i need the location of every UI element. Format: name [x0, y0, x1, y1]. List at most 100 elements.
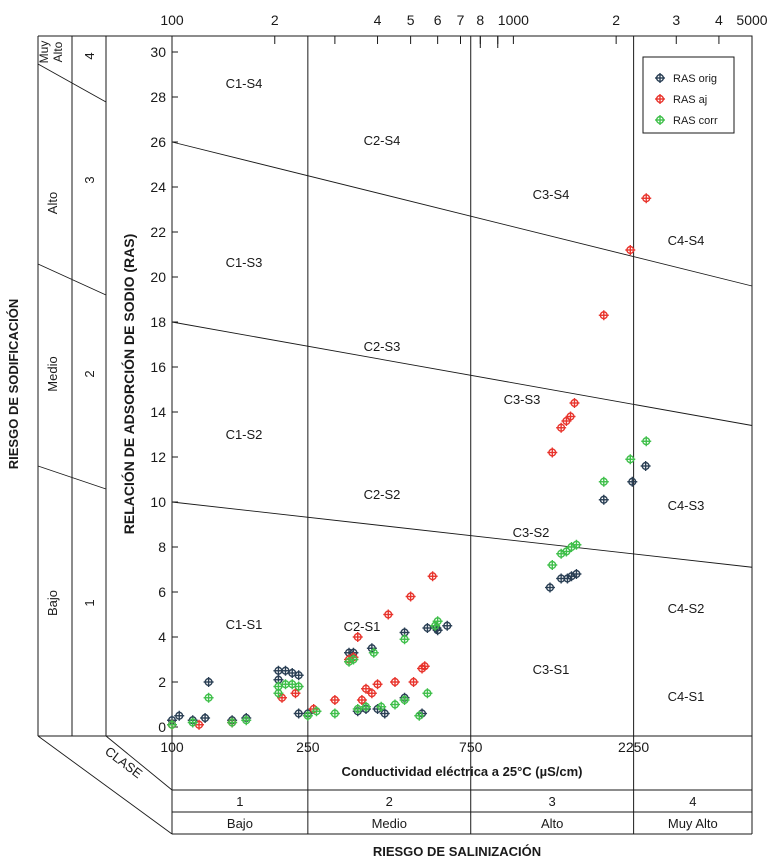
- zone-label: C3-S3: [504, 392, 541, 407]
- data-point-ras-corr: [167, 719, 177, 730]
- zone-label: C2-S4: [364, 133, 401, 148]
- salinity-class-name: Bajo: [227, 816, 253, 831]
- data-point-ras-aj: [556, 422, 567, 433]
- data-point-ras-aj: [383, 609, 394, 620]
- y-tick-label: 20: [150, 269, 166, 285]
- data-point-ras-corr: [203, 692, 214, 703]
- data-point-ras-aj: [641, 193, 652, 204]
- y-axis-title: RELACIÓN DE ADSORCIÓN DE SODIO (RAS): [120, 234, 137, 535]
- data-point-ras-orig: [293, 670, 304, 681]
- top-tick-label: 5: [407, 12, 415, 28]
- top-tick-label: 2: [612, 12, 620, 28]
- data-point-ras-aj: [290, 688, 301, 699]
- salinity-class-number: 4: [689, 794, 696, 809]
- top-tick-label: 3: [672, 12, 680, 28]
- y-tick-label: 10: [150, 494, 166, 510]
- y-tick-label: 30: [150, 44, 166, 60]
- data-point-ras-orig: [627, 476, 638, 487]
- data-point-ras-aj: [352, 632, 363, 642]
- data-point-ras-aj: [427, 571, 438, 582]
- sodicity-boundary-3: [171, 141, 753, 287]
- top-tick-label: 4: [374, 12, 382, 28]
- data-point-ras-corr: [566, 542, 577, 552]
- data-point-ras-orig: [174, 710, 185, 721]
- zone-label: C4-S4: [668, 233, 705, 248]
- y-tick-label: 22: [150, 224, 166, 240]
- data-point-ras-corr: [368, 647, 379, 658]
- data-point-ras-corr: [344, 656, 355, 667]
- legend-marker: [655, 94, 665, 104]
- sodification-class-number: 4: [82, 52, 97, 59]
- sodification-class-number: 3: [82, 176, 97, 183]
- legend-label: RAS orig: [673, 73, 717, 85]
- data-point-ras-corr: [293, 681, 304, 692]
- data-point-ras-orig: [432, 625, 443, 636]
- top-tick-label: 2: [271, 12, 279, 28]
- data-point-ras-corr: [389, 699, 400, 710]
- data-point-ras-aj: [408, 677, 419, 687]
- y-tick-label: 18: [150, 314, 166, 330]
- legend-label: RAS corr: [673, 115, 718, 127]
- salinity-class-name: Alto: [541, 816, 563, 831]
- data-point-ras-orig: [366, 643, 377, 654]
- sod-boundary-3: [37, 63, 107, 103]
- data-point-ras-corr: [430, 620, 441, 631]
- y-tick-label: 2: [158, 674, 166, 690]
- salinity-class-number: 3: [549, 794, 556, 809]
- data-point-ras-corr: [432, 616, 443, 627]
- data-point-ras-corr: [348, 654, 359, 665]
- top-tick-label: 7: [457, 12, 465, 28]
- data-point-ras-orig: [640, 461, 651, 471]
- y-tick-label: 4: [158, 629, 166, 645]
- data-point-ras-aj: [598, 310, 609, 321]
- data-point-ras-aj: [419, 661, 430, 672]
- data-point-ras-orig: [566, 571, 577, 582]
- data-point-ras-aj: [625, 245, 636, 255]
- data-point-ras-aj: [569, 398, 580, 408]
- data-point-ras-aj: [565, 411, 576, 422]
- bottom-tick-label: 750: [459, 739, 483, 755]
- y-tick-label: 16: [150, 359, 166, 375]
- zone-label: C2-S1: [344, 619, 381, 634]
- sodification-class-number: 1: [82, 599, 97, 606]
- sodification-class-name: Medio: [45, 356, 60, 391]
- zone-label: C4-S3: [668, 498, 705, 513]
- top-tick-label: 5000: [736, 12, 767, 28]
- zone-label: C1-S2: [226, 427, 263, 442]
- plot-frame: [171, 35, 753, 737]
- salinity-class-name: Medio: [372, 816, 407, 831]
- y-tick-label: 24: [150, 179, 166, 195]
- data-point-ras-orig: [203, 677, 214, 687]
- zone-label: C1-S3: [226, 255, 263, 270]
- salinity-class-number: 1: [236, 794, 243, 809]
- data-point-ras-corr: [414, 710, 425, 721]
- sodification-class-name: Bajo: [45, 590, 60, 616]
- data-point-ras-corr: [311, 706, 322, 717]
- data-point-ras-orig: [544, 582, 555, 593]
- data-point-ras-corr: [360, 701, 371, 712]
- zone-label: C3-S2: [513, 525, 550, 540]
- y-tick-label: 6: [158, 584, 166, 600]
- legend: RAS orig RAS aj RAS corr: [642, 56, 735, 134]
- data-point-ras-corr: [399, 695, 410, 705]
- data-point-ras-corr: [422, 688, 433, 699]
- salinity-title: RIESGO DE SALINIZACIÓN: [373, 844, 541, 859]
- data-point-ras-aj: [356, 695, 367, 705]
- y-tick-label: 28: [150, 89, 166, 105]
- data-point-ras-orig: [200, 713, 211, 723]
- data-point-ras-aj: [389, 677, 400, 687]
- zone-label: C1-S4: [226, 76, 263, 91]
- data-point-ras-corr: [598, 476, 609, 487]
- zone-label: C2-S2: [364, 487, 401, 502]
- bottom-tick-label: 250: [296, 739, 320, 755]
- top-tick-label: 1000: [498, 12, 529, 28]
- data-point-ras-orig: [571, 569, 582, 579]
- bottom-tick-label: 100: [160, 739, 184, 755]
- top-tick-label: 8: [476, 12, 484, 28]
- data-point-ras-aj: [360, 683, 371, 694]
- sod-boundary-2: [37, 263, 107, 296]
- zone-label: C4-S1: [668, 689, 705, 704]
- data-point-ras-orig: [293, 708, 304, 719]
- data-point-ras-aj: [405, 591, 416, 602]
